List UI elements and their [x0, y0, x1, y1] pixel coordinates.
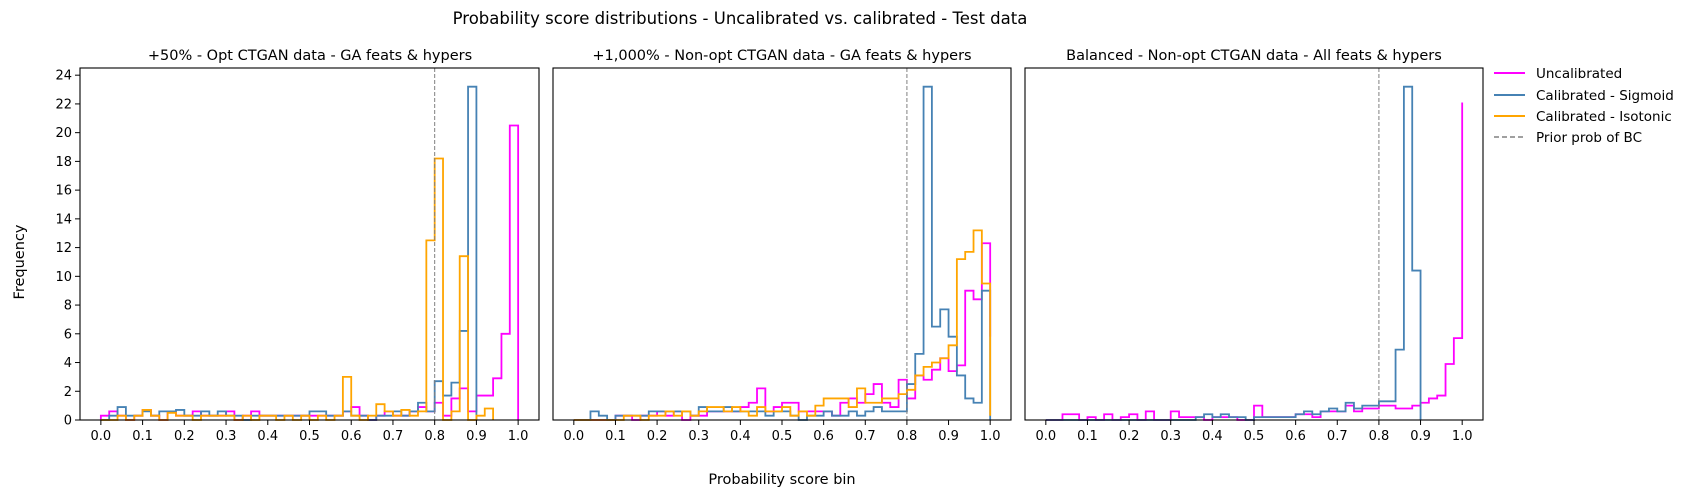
subplot-2-x-tick-label: 0.7 [855, 429, 876, 444]
subplot-1: +50% - Opt CTGAN data - GA feats & hyper… [55, 48, 540, 444]
subplot-2-x-tick-label: 0.9 [938, 429, 959, 444]
subplot-1-y-tick-label: 0 [64, 414, 72, 429]
subplot-3-x-tick-label: 0.8 [1369, 429, 1390, 444]
subplot-2-x-tick-label: 0.6 [813, 429, 834, 444]
subplot-1-x-tick-label: 0.9 [466, 429, 487, 444]
subplot-1-x-tick-label: 0.6 [341, 429, 362, 444]
subplot-1-y-tick-label: 18 [55, 155, 72, 170]
subplot-2-title: +1,000% - Non-opt CTGAN data - GA feats … [592, 48, 971, 64]
subplot-1-y-tick-label: 2 [64, 385, 72, 400]
subplot-1-x-tick-label: 0.8 [424, 429, 445, 444]
subplot-1-x-tick-label: 0.5 [299, 429, 320, 444]
subplot-3-x-tick-label: 0.2 [1119, 429, 1140, 444]
subplot-3-x-tick-label: 0.4 [1202, 429, 1223, 444]
subplot-2-x-tick-label: 0.0 [563, 429, 584, 444]
subplot-3-x-tick-label: 0.9 [1410, 429, 1431, 444]
subplot-1-x-tick-label: 1.0 [508, 429, 529, 444]
subplot-1-y-tick-label: 12 [55, 241, 72, 256]
subplot-1-title: +50% - Opt CTGAN data - GA feats & hyper… [148, 48, 472, 64]
figure-title: Probability score distributions - Uncali… [453, 9, 1028, 28]
legend-label-prior: Prior prob of BC [1536, 130, 1642, 146]
subplot-1-y-tick-label: 14 [55, 212, 72, 227]
legend-label-sigmoid: Calibrated - Sigmoid [1536, 88, 1674, 104]
subplot-2-x-tick-label: 0.2 [647, 429, 668, 444]
subplot-1-x-tick-label: 0.4 [257, 429, 278, 444]
subplot-1-x-tick-label: 0.2 [174, 429, 195, 444]
subplot-3-x-tick-label: 1.0 [1452, 429, 1473, 444]
legend-label-uncalibrated: Uncalibrated [1536, 66, 1622, 82]
subplot-3-title: Balanced - Non-opt CTGAN data - All feat… [1066, 48, 1442, 64]
subplot-1-y-tick-label: 4 [64, 356, 72, 371]
subplot-3-x-tick-label: 0.6 [1285, 429, 1306, 444]
subplot-2-x-tick-label: 0.4 [730, 429, 751, 444]
legend-label-isotonic: Calibrated - Isotonic [1536, 109, 1672, 125]
subplot-3-axes-frame [1024, 67, 1484, 421]
subplot-1-x-tick-label: 0.0 [91, 429, 112, 444]
subplot-1-x-tick-label: 0.3 [216, 429, 237, 444]
subplot-1-series-uncalibrated [99, 124, 520, 421]
subplot-2-axes-frame [552, 67, 1012, 421]
subplot-1-y-tick-label: 24 [55, 69, 72, 84]
subplot-3-x-tick-label: 0.5 [1244, 429, 1265, 444]
subplot-3-x-tick-label: 0.0 [1035, 429, 1056, 444]
subplot-1-y-tick-label: 22 [55, 97, 72, 112]
subplot-1-y-tick-label: 8 [64, 299, 72, 314]
subplot-1-y-tick-label: 6 [64, 327, 72, 342]
subplot-3-series-uncalibrated [1045, 102, 1464, 421]
subplot-1-axes-frame [79, 67, 540, 421]
subplot-3-x-tick-label: 0.1 [1077, 429, 1098, 444]
subplot-2-series-uncalibrated [573, 242, 992, 421]
subplot-1-x-tick-label: 0.1 [132, 429, 153, 444]
subplot-2-x-tick-label: 0.5 [772, 429, 793, 444]
subplot-2-series-calibrated-isotonic [573, 229, 992, 421]
subplot-2-x-tick-label: 0.8 [897, 429, 918, 444]
subplot-2-x-tick-label: 0.3 [688, 429, 709, 444]
subplot-3: Balanced - Non-opt CTGAN data - All feat… [1024, 48, 1484, 444]
subplot-1-series-calibrated-sigmoid [100, 85, 478, 421]
subplot-1-y-tick-label: 10 [55, 270, 72, 285]
subplot-3-x-tick-label: 0.7 [1327, 429, 1348, 444]
subplot-3-x-tick-label: 0.3 [1160, 429, 1181, 444]
subplot-2-x-tick-label: 0.1 [605, 429, 626, 444]
subplot-1-x-tick-label: 0.7 [383, 429, 404, 444]
subplot-2-series-calibrated-sigmoid [573, 85, 992, 421]
subplot-1-y-tick-label: 20 [55, 126, 72, 141]
legend: Uncalibrated Calibrated - Sigmoid Calibr… [1494, 66, 1674, 146]
subplot-1-y-tick-label: 16 [55, 184, 72, 199]
subplot-2-x-tick-label: 1.0 [980, 429, 1001, 444]
figure-y-label: Frequency [12, 224, 28, 299]
figure-x-label: Probability score bin [708, 472, 855, 488]
subplot-3-series-calibrated-sigmoid [1045, 85, 1422, 421]
subplot-2: +1,000% - Non-opt CTGAN data - GA feats … [552, 48, 1012, 444]
